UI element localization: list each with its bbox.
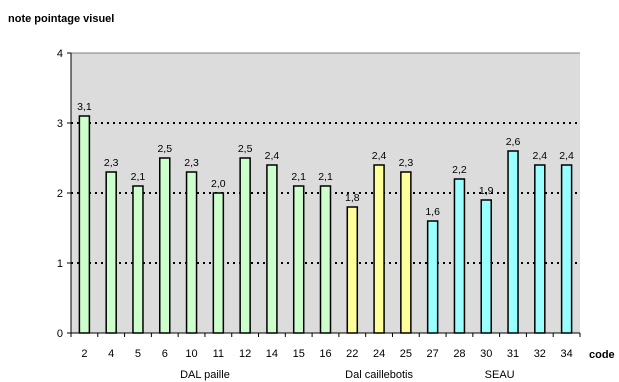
bar [401, 172, 411, 333]
bar [79, 116, 89, 333]
bar [187, 172, 197, 333]
data-label: 2,2 [452, 164, 467, 176]
bar [481, 200, 491, 333]
data-label: 2,4 [559, 150, 574, 162]
x-tick-label: 2 [81, 348, 87, 360]
bar [428, 221, 438, 333]
data-label: 1,8 [345, 192, 360, 204]
bar [454, 179, 464, 333]
x-tick-label: 16 [319, 348, 331, 360]
x-tick-label: 10 [185, 348, 197, 360]
x-tick-label: 30 [480, 348, 492, 360]
data-label: 1,6 [425, 206, 440, 218]
bar [321, 186, 331, 333]
x-tick-label: 25 [400, 348, 412, 360]
data-label: 2,1 [318, 171, 333, 183]
bar [213, 193, 223, 333]
bar [562, 165, 572, 333]
y-tick-label: 1 [57, 258, 63, 270]
data-label: 3,1 [77, 101, 92, 113]
data-label: 2,1 [131, 171, 146, 183]
x-tick-label: 28 [453, 348, 465, 360]
data-label: 2,4 [265, 150, 280, 162]
x-tick-label: 11 [213, 348, 224, 360]
x-tick-label: 22 [346, 348, 358, 360]
bar [133, 186, 143, 333]
data-label: 2,5 [238, 143, 253, 155]
x-tick-label: 31 [507, 348, 519, 360]
data-label: 2,4 [533, 150, 548, 162]
bar [240, 158, 250, 333]
y-axis-title: note pointage visuel [8, 13, 114, 25]
x-tick-label: 14 [266, 348, 278, 360]
x-tick-label: 12 [239, 348, 251, 360]
bar [374, 165, 384, 333]
x-tick-label: 5 [135, 348, 141, 360]
data-label: 2,4 [372, 150, 387, 162]
y-tick-label: 2 [57, 188, 63, 200]
x-tick-label: 24 [373, 348, 385, 360]
x-tick-label: 27 [427, 348, 439, 360]
x-tick-label: 15 [293, 348, 305, 360]
bar [535, 165, 545, 333]
x-tick-label: 34 [560, 348, 572, 360]
y-tick-label: 3 [57, 118, 63, 130]
data-label: 2,1 [291, 171, 306, 183]
data-label: 2,0 [211, 178, 226, 190]
bar [347, 207, 357, 333]
bar [508, 151, 518, 333]
y-tick-label: 4 [57, 48, 63, 60]
bar [106, 172, 116, 333]
group-label: Dal caillebotis [345, 369, 413, 381]
group-label: SEAU [485, 369, 515, 381]
data-label: 2,3 [104, 157, 119, 169]
data-label: 2,5 [157, 143, 172, 155]
x-tick-label: 6 [162, 348, 168, 360]
data-label: 2,6 [506, 136, 521, 148]
y-tick-label: 0 [57, 328, 63, 340]
x-tick-label: 32 [534, 348, 546, 360]
bar [267, 165, 277, 333]
data-label: 2,3 [184, 157, 199, 169]
x-axis-title: code [589, 349, 615, 361]
group-label: DAL paille [180, 369, 230, 381]
bar [294, 186, 304, 333]
data-label: 2,3 [399, 157, 414, 169]
x-tick-label: 4 [108, 348, 114, 360]
data-label: 1,9 [479, 185, 494, 197]
bar [160, 158, 170, 333]
